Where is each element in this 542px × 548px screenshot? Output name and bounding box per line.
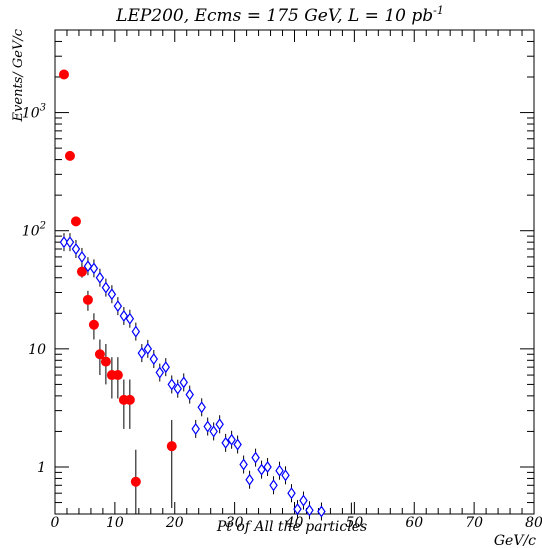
x-tick-label: 20	[165, 515, 184, 531]
data-point	[245, 473, 254, 486]
series-1	[58, 69, 352, 514]
chart-title-superscript: -1	[433, 4, 444, 17]
x-tick-label: 50	[345, 515, 363, 531]
data-point	[70, 216, 81, 227]
data-point	[77, 250, 87, 263]
x-tick-label: 30	[226, 515, 244, 531]
x-tick-label: 60	[405, 515, 423, 531]
data-point	[281, 469, 290, 482]
data-point	[113, 300, 123, 313]
data-point	[101, 281, 111, 294]
data-point	[263, 460, 272, 474]
data-point	[209, 425, 218, 438]
x-tick-label: 40	[285, 515, 304, 531]
data-point	[299, 494, 308, 507]
data-point	[125, 312, 135, 325]
data-point	[107, 288, 117, 301]
data-point	[64, 150, 75, 161]
data-point	[191, 422, 200, 435]
data-point	[185, 388, 194, 401]
axis-ticks	[54, 29, 535, 515]
data-point	[287, 487, 296, 500]
data-point	[233, 438, 242, 451]
data-point	[58, 69, 69, 80]
chart-title: LEP200, Ecms = 175 GeV, L = 10 pb-1	[115, 4, 444, 26]
y-tick-label: 1	[37, 460, 46, 476]
data-point	[166, 441, 177, 452]
data-point	[76, 266, 87, 277]
data-point	[100, 356, 111, 367]
data-point	[119, 309, 129, 322]
data-point	[215, 418, 224, 431]
y-tick-label: 102	[22, 221, 46, 240]
data-point	[131, 325, 141, 338]
data-point	[88, 319, 99, 330]
plot-border	[54, 29, 535, 515]
data-point	[59, 236, 69, 249]
y-tick-base: 1	[37, 460, 46, 476]
y-tick-label: 10	[28, 342, 46, 358]
data-point	[173, 382, 182, 395]
data-point	[71, 242, 81, 256]
y-tick-exponent: 3	[40, 103, 46, 114]
data-point	[239, 458, 248, 471]
data-point	[269, 479, 278, 492]
data-point	[251, 451, 260, 464]
data-point	[143, 342, 153, 355]
y-tick-base: 10	[22, 106, 40, 122]
x-tick-label: 10	[106, 515, 124, 531]
x-tick-label: 0	[51, 515, 60, 531]
y-tick-base: 10	[28, 342, 46, 358]
data-point	[305, 504, 314, 517]
x-tick-label: 70	[465, 515, 483, 531]
data-point	[275, 464, 284, 477]
x-axis-unit: GeV/c	[494, 533, 536, 548]
data-point	[293, 503, 302, 516]
data-point	[221, 436, 230, 449]
data-point	[137, 347, 147, 360]
data-point	[130, 476, 141, 487]
data-point	[155, 366, 165, 379]
data-point	[203, 420, 212, 433]
data-point	[83, 260, 93, 273]
data-point	[197, 401, 206, 414]
data-point	[95, 271, 105, 284]
data-markers	[58, 69, 352, 521]
data-point	[179, 376, 188, 389]
data-point	[65, 236, 75, 249]
x-tick-label: 80	[525, 515, 542, 531]
data-point	[161, 361, 171, 374]
plot-frame	[54, 29, 535, 515]
y-axis-label: Events/ GeV/c	[11, 28, 26, 122]
data-point	[94, 349, 105, 360]
series-2	[59, 233, 326, 521]
data-point	[149, 352, 159, 366]
x-axis-label: Pt of All the particles	[216, 519, 367, 535]
data-point	[317, 505, 326, 518]
data-point	[82, 294, 93, 305]
y-tick-label: 103	[22, 103, 46, 122]
data-point	[257, 463, 266, 476]
data-point	[227, 433, 236, 446]
y-tick-base: 10	[22, 224, 40, 240]
data-point	[124, 394, 135, 405]
y-tick-exponent: 2	[39, 221, 46, 232]
data-point	[167, 378, 176, 391]
data-point	[89, 262, 99, 275]
data-point	[112, 370, 123, 381]
chart-title-main: LEP200, Ecms = 175 GeV, L = 10 pb	[115, 6, 433, 26]
